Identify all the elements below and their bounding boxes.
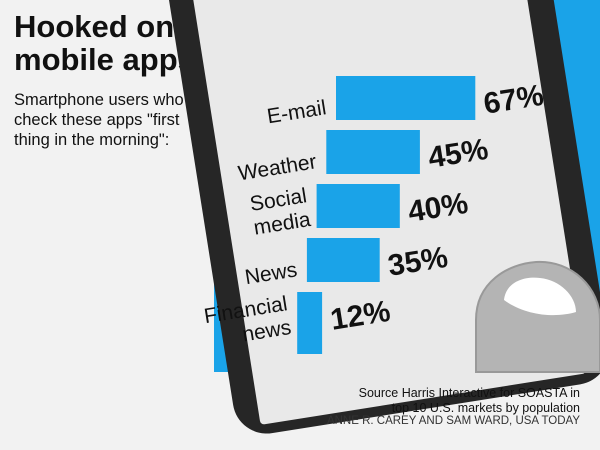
bar-e-mail — [336, 76, 476, 120]
thumb-icon — [475, 260, 600, 373]
subtitle-line-3: thing in the morning": — [14, 131, 170, 149]
title-line-1: Hooked on — [14, 9, 175, 44]
category-label: Socialmedia — [248, 184, 312, 239]
bars-group — [297, 76, 476, 354]
bar-news — [306, 238, 380, 282]
chart-subtitle: Smartphone users who check these apps "f… — [14, 90, 214, 150]
subtitle-line-2: check these apps "first — [14, 111, 180, 129]
source-line-2: top 10 U.S. markets by population — [391, 401, 580, 415]
bar-financial-news — [297, 292, 323, 354]
thumb-illustration — [475, 260, 600, 373]
credit-line: ANNE R. CAREY AND SAM WARD, USA TODAY — [326, 415, 580, 427]
thumbnail-nail-icon — [504, 277, 576, 316]
subtitle-line-1: Smartphone users who — [14, 91, 184, 109]
bar-social-media — [316, 184, 400, 228]
source-line-1: Source Harris Interactive for SOASTA in — [358, 386, 580, 400]
bar-weather — [326, 130, 420, 174]
source-note: Source Harris Interactive for SOASTA in … — [280, 386, 580, 416]
